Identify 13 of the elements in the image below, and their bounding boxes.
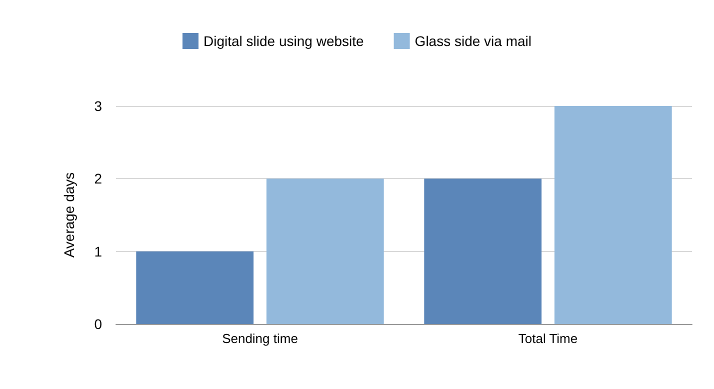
y-tick-label: 2 [94,170,102,187]
x-tick-label: Sending time [222,331,298,346]
bar [266,178,384,324]
y-tick-label: 3 [94,98,102,114]
legend-label: Digital slide using website [203,33,364,49]
y-tick-label: 0 [94,316,102,332]
x-tick-label: Total Time [518,331,578,346]
bar [136,251,254,324]
y-axis-title: Average days [61,172,77,258]
y-tick-label: 1 [94,243,102,260]
legend-label: Glass side via mail [414,33,532,49]
bar [424,178,542,324]
bar [554,106,672,324]
